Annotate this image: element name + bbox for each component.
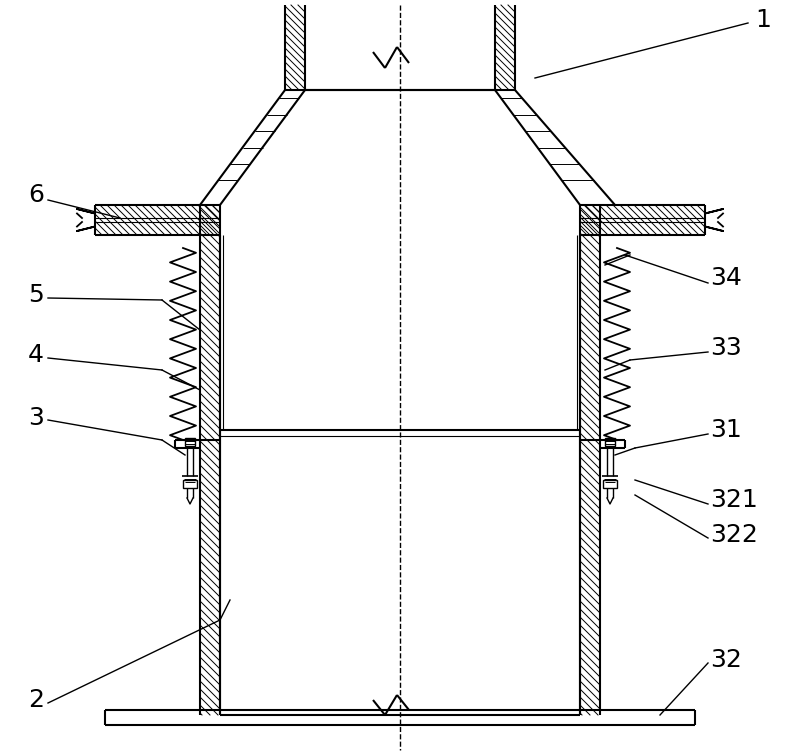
Bar [603, 480, 617, 488]
Bar [185, 438, 195, 446]
Text: 322: 322 [710, 523, 758, 547]
Text: 5: 5 [28, 283, 44, 307]
Text: 6: 6 [28, 183, 44, 207]
Bar [605, 438, 615, 446]
Text: 34: 34 [710, 266, 742, 290]
Text: 3: 3 [28, 406, 44, 430]
Text: 1: 1 [755, 8, 771, 32]
Text: 2: 2 [28, 688, 44, 712]
Text: 33: 33 [710, 336, 742, 360]
Bar [183, 480, 197, 488]
Text: 321: 321 [710, 488, 758, 512]
Text: 31: 31 [710, 418, 742, 442]
Text: 32: 32 [710, 648, 742, 672]
Text: 4: 4 [28, 343, 44, 367]
